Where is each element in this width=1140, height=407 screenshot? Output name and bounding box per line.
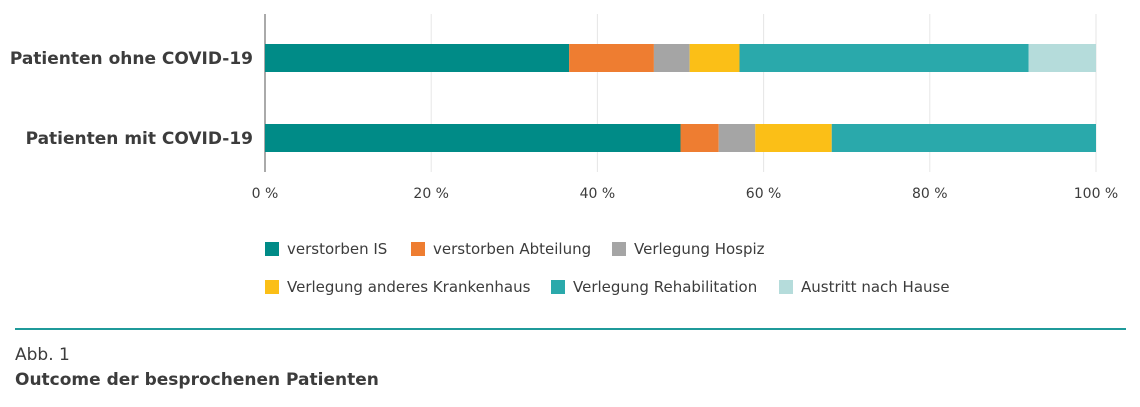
bar-segment: [739, 44, 1029, 72]
legend-label: verstorben IS: [287, 240, 388, 258]
bar-segment: [653, 44, 690, 72]
x-tick-label: 80 %: [912, 186, 948, 202]
legend-swatch: [265, 280, 279, 294]
legend-swatch: [411, 242, 425, 256]
legend-item: Austritt nach Hause: [779, 278, 950, 296]
legend-label: Verlegung Hospiz: [634, 240, 765, 258]
figure-title: Outcome der besprochenen Patienten: [15, 370, 379, 390]
legend-swatch: [612, 242, 626, 256]
bar-segment: [718, 124, 756, 152]
bar-segment: [689, 44, 740, 72]
legend-swatch: [265, 242, 279, 256]
legend-item: Verlegung Hospiz: [612, 240, 765, 258]
legend-item: Verlegung anderes Krankenhaus: [265, 278, 530, 296]
category-label: Patienten mit COVID-19: [26, 129, 253, 149]
bar-segment: [265, 124, 681, 152]
stacked-bar-chart: 0 % 20 % 40 % 60 % 80 % 100 % Patienten ohne C…: [10, 14, 1118, 202]
legend-label: Verlegung anderes Krankenhaus: [287, 278, 531, 296]
legend-item: verstorben IS: [265, 240, 387, 258]
bar-segment: [831, 124, 1096, 152]
caption-divider: [15, 328, 1126, 330]
legend-label: Austritt nach Hause: [801, 278, 950, 296]
bar-segment: [1028, 44, 1096, 72]
legend-item: Verlegung Rehabilitation: [551, 278, 757, 296]
x-tick-label: 60 %: [746, 186, 782, 202]
legend-label: Verlegung Rehabilitation: [573, 278, 758, 296]
x-tick-label: 0 %: [252, 186, 279, 202]
bar-segment: [680, 124, 719, 152]
bar-segment: [755, 124, 832, 152]
legend-swatch: [551, 280, 565, 294]
legend-item: verstorben Abteilung: [411, 240, 591, 258]
bar-segment: [569, 44, 654, 72]
figure-label: Abb. 1: [15, 345, 70, 365]
x-tick-label: 100 %: [1074, 186, 1118, 202]
legend-label: verstorben Abteilung: [433, 240, 592, 258]
legend-swatch: [779, 280, 793, 294]
x-tick-label: 20 %: [413, 186, 449, 202]
category-label: Patienten ohne COVID-19: [10, 49, 253, 69]
bar-segment: [265, 44, 570, 72]
x-tick-label: 40 %: [580, 186, 616, 202]
